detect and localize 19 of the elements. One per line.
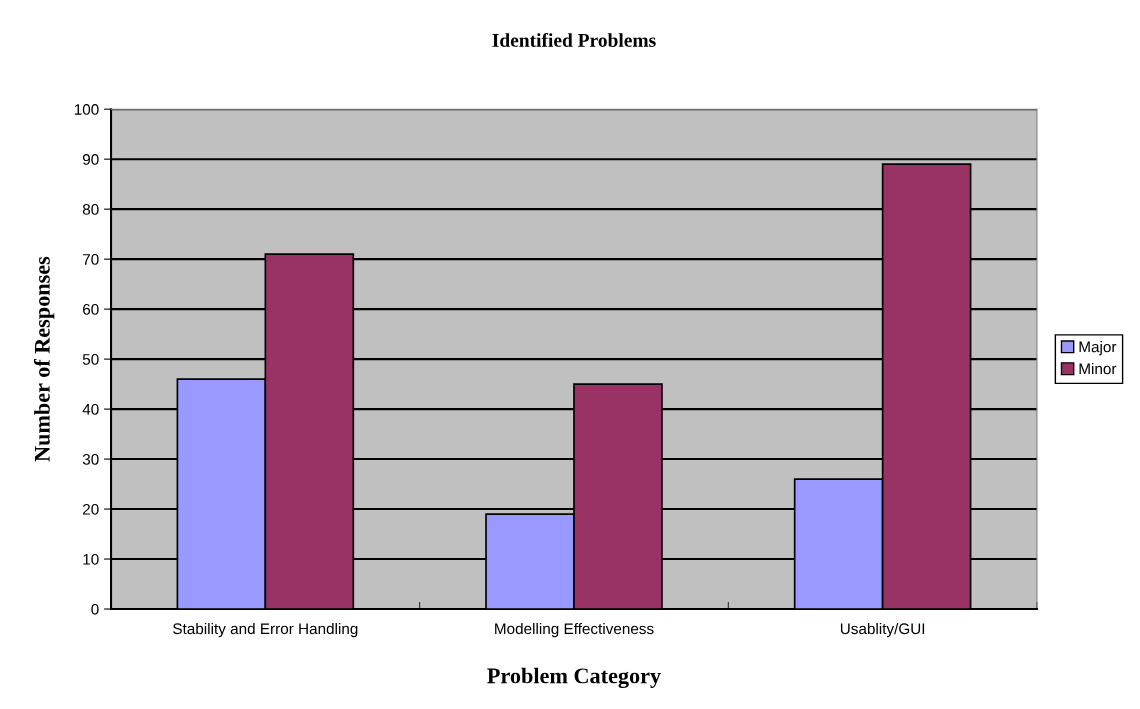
legend-label: Minor (1079, 363, 1117, 375)
y-tick-label: 50 (82, 353, 99, 365)
x-tick-label: Modelling Effectiveness (495, 622, 654, 638)
y-tick-label: 10 (83, 553, 99, 565)
legend-label: Major (1079, 341, 1117, 356)
y-tick-label: 30 (82, 453, 99, 465)
y-tick-label: 20 (83, 503, 99, 515)
chart-title: Identified Problems (492, 33, 656, 47)
y-tick-label: 80 (82, 204, 99, 215)
x-tick-label: Stability and Error Handling (173, 622, 358, 638)
y-tick-label: 60 (83, 303, 99, 315)
y-tick-label: 90 (82, 154, 99, 165)
y-axis-title: Number of Responses (33, 256, 55, 462)
y-tick-label: 40 (82, 403, 99, 415)
y-tick-label: 70 (83, 254, 99, 265)
y-tick-label: 100 (74, 104, 99, 115)
x-axis-title: Problem Category (487, 667, 661, 689)
y-tick-label: 0 (91, 603, 99, 615)
x-tick-label: Usablity/GUI (840, 622, 925, 638)
